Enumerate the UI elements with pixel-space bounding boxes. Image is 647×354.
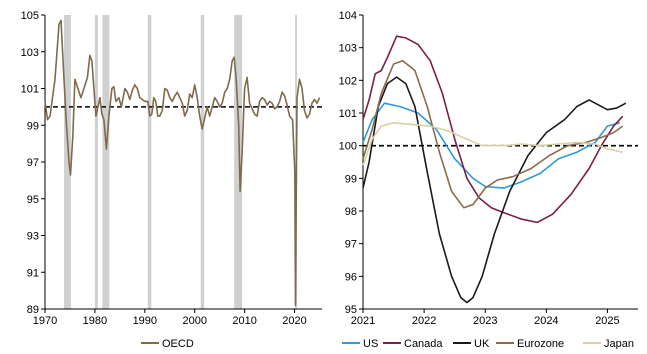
y-tick-label: 93 [27,231,39,243]
series-line-us [362,102,620,189]
legend-label-eurozone: Eurozone [517,338,564,349]
y-tick-label: 96 [345,271,357,283]
series-line-uk [362,76,627,304]
x-tick-label: 1970 [33,315,57,327]
legend-label-uk: UK [474,338,490,349]
y-tick-label: 99 [27,120,39,132]
y-tick-label: 101 [21,84,39,96]
y-tick-label: 91 [27,267,39,279]
series-line-eurozone [362,59,624,209]
y-tick-label: 100 [339,141,357,153]
x-tick-label: 1990 [133,315,157,327]
oecd-legend: OECD [141,338,194,350]
oecd-chart-panel: 89 91 93 95 97 99 101 103 105 1970 1980 1990 2000 201… [21,10,322,327]
y-tick-label: 97 [345,239,357,251]
y-tick-label: 89 [27,304,39,316]
legend-label-us: US [363,338,378,349]
series-line-japan [362,122,623,166]
y-tick-label: 103 [339,43,357,55]
recession-band [94,15,98,309]
series-line-canada [362,35,624,224]
x-tick-label: 2025 [595,315,619,327]
legend-label-oecd: OECD [162,338,194,349]
g7-chart-panel: 95 96 97 98 99 100 101 102 103 104 2021 2022 2023 202… [339,10,638,327]
x-tick-label: 2000 [182,315,206,327]
y-tick-label: 101 [339,108,357,120]
x-tick-label: 2021 [351,315,375,327]
recession-band [234,15,243,309]
countries-legend: US Canada UK Eurozone Japan [342,338,634,350]
recession-band [200,15,205,309]
y-tick-label: 95 [27,194,39,206]
y-tick-label: 105 [21,10,39,22]
y-tick-label: 102 [339,75,357,87]
recession-band [102,15,110,309]
x-tick-label: 1980 [83,315,107,327]
y-tick-label: 95 [345,304,357,316]
x-tick-label: 2024 [534,315,558,327]
x-tick-label: 2022 [412,315,436,327]
y-tick-label: 103 [21,47,39,59]
y-tick-label: 98 [345,206,357,218]
y-tick-label: 99 [345,173,357,185]
x-tick-label: 2023 [473,315,497,327]
series-line-oecd [44,19,321,307]
legend-label-canada: Canada [404,338,443,349]
recession-band [147,15,152,309]
x-tick-label: 2020 [282,315,306,327]
recession-band [63,15,71,309]
legend-label-japan: Japan [604,338,634,349]
y-tick-label: 97 [27,157,39,169]
x-tick-label: 2010 [232,315,256,327]
y-tick-label: 104 [339,10,357,22]
